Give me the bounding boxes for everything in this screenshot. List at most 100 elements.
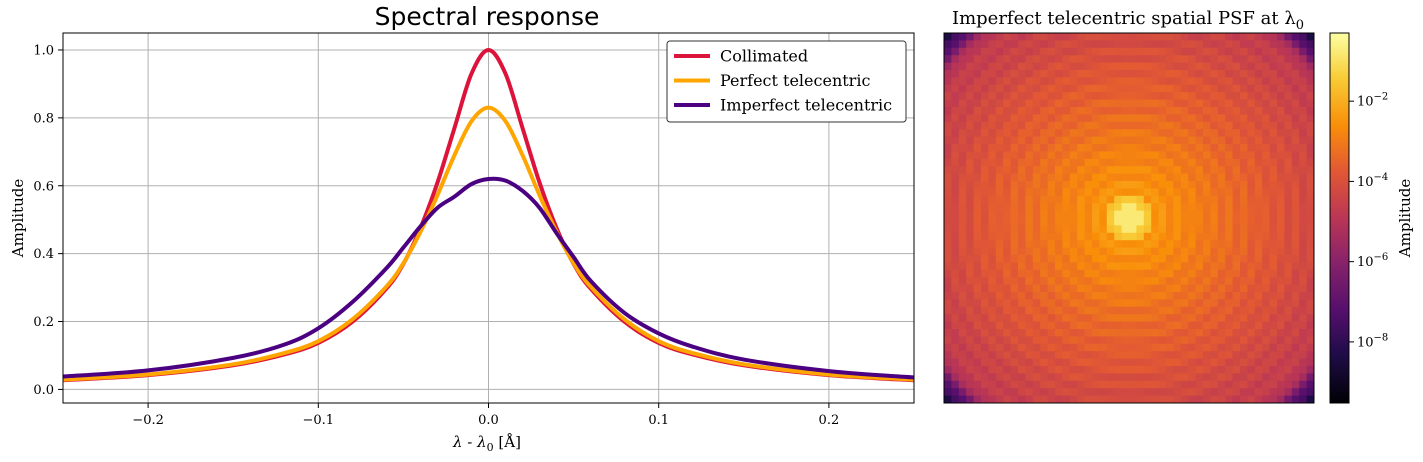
heatmap-cell — [1099, 343, 1108, 352]
heatmap-cell — [1158, 255, 1167, 263]
heatmap-cell — [958, 84, 967, 93]
heatmap-cell — [1010, 84, 1019, 93]
colorbar — [1329, 32, 1350, 404]
heatmap-cell — [1262, 292, 1270, 300]
heatmap-cell — [1232, 373, 1241, 382]
heatmap-cell — [1291, 240, 1300, 248]
heatmap-cell — [1055, 292, 1063, 300]
heatmap-cell — [1032, 107, 1041, 115]
heatmap-cell — [1099, 33, 1108, 41]
heatmap-cell — [1136, 255, 1145, 263]
heatmap-cell — [958, 299, 967, 308]
heatmap-cell — [958, 55, 967, 63]
heatmap-cell — [1262, 388, 1270, 396]
heatmap-cell — [951, 151, 960, 160]
heatmap-cell — [995, 240, 1004, 248]
heatmap-cell — [1277, 55, 1285, 63]
heatmap-cell — [1129, 144, 1137, 152]
heatmap-cell — [1240, 70, 1248, 78]
heatmap-cell — [1232, 329, 1241, 337]
heatmap-cell — [1055, 107, 1063, 115]
heatmap-cell — [1217, 240, 1226, 248]
heatmap-cell — [1032, 55, 1041, 63]
heatmap-cell — [988, 40, 997, 49]
heatmap-cell — [1158, 55, 1167, 63]
heatmap-cell — [1203, 129, 1211, 137]
heatmap-cell — [995, 358, 1004, 367]
heatmap-cell — [1277, 62, 1285, 71]
heatmap-cell — [1240, 247, 1248, 256]
heatmap-cell — [1225, 166, 1233, 174]
heatmap-cell — [1136, 306, 1145, 315]
heatmap-cell — [1055, 255, 1063, 263]
heatmap-cell — [1306, 321, 1315, 330]
heatmap-cell — [1306, 351, 1315, 359]
heatmap-cell — [966, 136, 974, 145]
heatmap-cell — [1010, 269, 1019, 278]
heatmap-cell — [1084, 225, 1093, 234]
heatmap-cell — [951, 55, 960, 63]
heatmap-cell — [1121, 33, 1130, 41]
heatmap-cell — [1025, 336, 1034, 345]
heatmap-cell — [1069, 33, 1078, 41]
heatmap-cell — [1010, 225, 1019, 234]
heatmap-cell — [1047, 299, 1056, 308]
heatmap-cell — [1069, 395, 1078, 404]
heatmap-cell — [1254, 284, 1263, 293]
heatmap-cell — [1158, 395, 1167, 404]
heatmap-cell — [1003, 188, 1011, 197]
heatmap-cell — [1240, 188, 1248, 197]
heatmap-cell — [1306, 107, 1315, 115]
heatmap-cell — [1062, 366, 1071, 374]
heatmap-cell — [1277, 336, 1285, 345]
heatmap-cell — [1143, 232, 1152, 241]
heatmap-cell — [1121, 70, 1130, 78]
heatmap-cell — [1299, 343, 1307, 352]
y-axis-ticks: 0.00.20.40.60.81.0 — [33, 43, 63, 398]
heatmap-cell — [1173, 70, 1182, 78]
heatmap-cell — [1040, 40, 1048, 49]
heatmap-cell — [1166, 343, 1174, 352]
heatmap-cell — [958, 329, 967, 337]
heatmap-cell — [1084, 99, 1093, 108]
heatmap-cell — [1084, 218, 1093, 226]
heatmap-cell — [1077, 336, 1085, 345]
heatmap-cell — [1084, 358, 1093, 367]
heatmap-cell — [1136, 33, 1145, 41]
heatmap-cell — [966, 151, 974, 160]
heatmap-cell — [1084, 373, 1093, 382]
heatmap-cell — [1077, 129, 1085, 137]
heatmap-cell — [1040, 329, 1048, 337]
heatmap-cell — [1225, 47, 1233, 56]
heatmap-cell — [995, 343, 1004, 352]
heatmap-cell — [1262, 218, 1270, 226]
heatmap-cell — [1195, 366, 1204, 374]
heatmap-cell — [1055, 181, 1063, 189]
heatmap-cell — [1010, 114, 1019, 123]
heatmap-cell — [1143, 262, 1152, 271]
heatmap-cell — [1055, 158, 1063, 167]
heatmap-cell — [1077, 277, 1085, 285]
heatmap-cell — [1210, 373, 1219, 382]
heatmap-cell — [1232, 92, 1241, 100]
heatmap-cell — [1240, 210, 1248, 219]
heatmap-cell — [966, 306, 974, 315]
heatmap-cell — [1158, 262, 1167, 271]
heatmap-cell — [1254, 240, 1263, 248]
heatmap-cell — [1114, 299, 1122, 308]
heatmap-cell — [1291, 77, 1300, 86]
heatmap-cell — [981, 84, 989, 93]
heatmap-cell — [1203, 314, 1211, 322]
heatmap-cell — [951, 358, 960, 367]
heatmap-cell — [1210, 173, 1219, 182]
heatmap-cell — [1158, 181, 1167, 189]
heatmap-cell — [1299, 232, 1307, 241]
heatmap-cell — [1121, 188, 1130, 197]
heatmap-cell — [1284, 188, 1293, 197]
heatmap-cell — [1092, 240, 1100, 248]
heatmap-cell — [1225, 269, 1233, 278]
heatmap-cell — [1003, 232, 1011, 241]
heatmap-cell — [1195, 121, 1204, 130]
heatmap-cell — [1232, 299, 1241, 308]
heatmap-cell — [981, 195, 989, 204]
